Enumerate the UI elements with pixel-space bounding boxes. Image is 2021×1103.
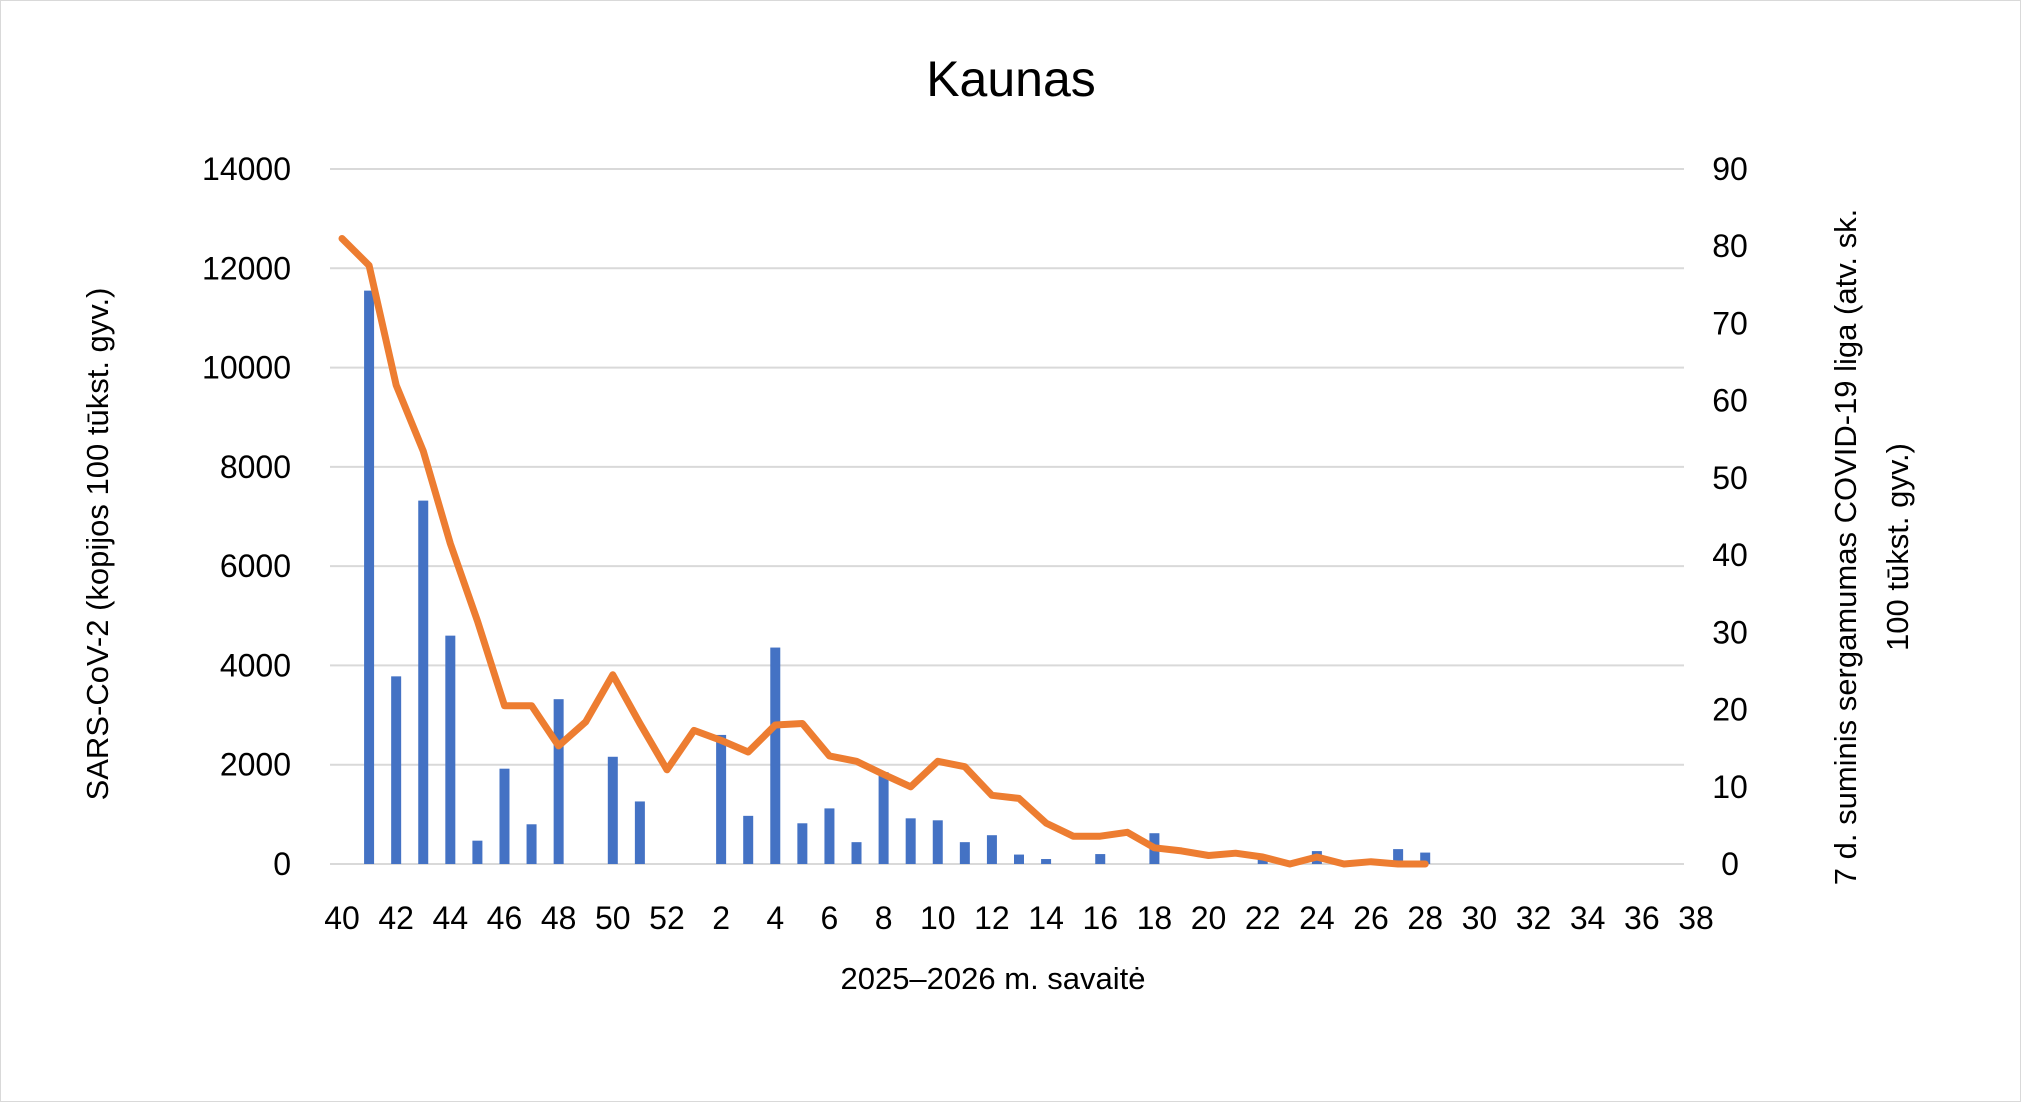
- right-axis-label-line-1: 7 d. suminis sergamumas COVID-19 liga (a…: [1828, 209, 1863, 885]
- bar: [499, 768, 510, 864]
- x-tick-label: 40: [324, 900, 360, 936]
- x-tick-label: 14: [1028, 900, 1064, 936]
- right-tick-label: 20: [1712, 692, 1748, 728]
- bar: [553, 699, 564, 864]
- bar: [1420, 852, 1431, 864]
- gridlines: [330, 168, 1684, 865]
- bar: [716, 734, 727, 864]
- x-tick-label: 52: [649, 900, 685, 936]
- bar: [770, 647, 781, 864]
- chart-title: Kaunas: [926, 51, 1096, 107]
- x-tick-label: 6: [821, 900, 839, 936]
- bar: [959, 842, 970, 864]
- left-axis-label: SARS-CoV-2 (kopijos 100 tūkst. gyv.): [80, 288, 115, 801]
- right-tick-label: 50: [1712, 460, 1748, 496]
- x-tick-label: 12: [974, 900, 1010, 936]
- left-tick-label: 0: [273, 846, 291, 882]
- x-tick-label: 4: [766, 900, 784, 936]
- right-axis-label-line-2: 100 tūkst. gyv.): [1880, 443, 1915, 651]
- bar: [824, 808, 835, 864]
- x-tick-label: 22: [1245, 900, 1281, 936]
- bar: [418, 500, 429, 864]
- bar: [851, 842, 862, 864]
- bar: [472, 840, 483, 864]
- bar: [526, 824, 537, 864]
- right-tick-label: 0: [1721, 846, 1739, 882]
- x-tick-label: 10: [920, 900, 956, 936]
- x-tick-label: 20: [1191, 900, 1227, 936]
- left-tick-label: 14000: [202, 151, 291, 187]
- bar: [1095, 854, 1106, 864]
- left-tick-label: 2000: [220, 747, 291, 783]
- bar: [391, 676, 402, 864]
- x-tick-label: 26: [1353, 900, 1389, 936]
- bar: [905, 818, 916, 864]
- right-tick-label: 90: [1712, 151, 1748, 187]
- right-tick-label: 60: [1712, 383, 1748, 419]
- bar: [1041, 859, 1052, 864]
- x-tick-label: 48: [541, 900, 577, 936]
- x-tick-label: 16: [1082, 900, 1118, 936]
- x-axis-ticks: 40 42 44 46 48 50 52 2 4 6 8 10 12 14 16 18 20 22 24 26 28 30…: [324, 900, 1714, 936]
- x-tick-label: 42: [378, 900, 414, 936]
- left-tick-label: 8000: [220, 449, 291, 485]
- left-tick-label: 6000: [220, 548, 291, 584]
- right-tick-label: 10: [1712, 769, 1748, 805]
- x-tick-label: 34: [1570, 900, 1606, 936]
- left-tick-label: 12000: [202, 250, 291, 286]
- x-tick-label: 44: [433, 900, 469, 936]
- right-tick-label: 80: [1712, 228, 1748, 264]
- x-tick-label: 38: [1678, 900, 1714, 936]
- x-tick-label: 36: [1624, 900, 1660, 936]
- bar: [445, 635, 456, 864]
- bar: [986, 835, 997, 864]
- x-axis-label: 2025–2026 m. savaitė: [840, 961, 1145, 996]
- x-tick-label: 50: [595, 900, 631, 936]
- x-tick-label: 24: [1299, 900, 1335, 936]
- line-series: [338, 235, 1429, 868]
- right-tick-label: 70: [1712, 305, 1748, 341]
- bar: [797, 823, 808, 864]
- right-axis-ticks: 0 10 20 30 40 50 60 70 80 90: [1712, 151, 1748, 882]
- left-tick-label: 4000: [220, 647, 291, 683]
- x-tick-label: 46: [487, 900, 523, 936]
- bar: [1014, 854, 1024, 864]
- bar: [1393, 849, 1404, 864]
- x-tick-label: 32: [1516, 900, 1552, 936]
- incidence-line: [338, 235, 1429, 868]
- bar: [878, 772, 889, 864]
- left-axis-ticks: 0 2000 4000 6000 8000 10000 12000 14000: [202, 151, 291, 882]
- bar-series: [364, 290, 1431, 864]
- bar: [743, 815, 754, 864]
- x-tick-label: 28: [1407, 900, 1443, 936]
- x-tick-label: 2: [712, 900, 730, 936]
- bar: [607, 756, 618, 864]
- bar: [364, 290, 375, 864]
- left-tick-label: 10000: [202, 350, 291, 386]
- x-tick-label: 18: [1137, 900, 1173, 936]
- x-tick-label: 8: [875, 900, 893, 936]
- bar: [634, 801, 645, 864]
- x-tick-label: 30: [1462, 900, 1498, 936]
- bar: [932, 820, 943, 864]
- right-tick-label: 40: [1712, 537, 1748, 573]
- right-tick-label: 30: [1712, 614, 1748, 650]
